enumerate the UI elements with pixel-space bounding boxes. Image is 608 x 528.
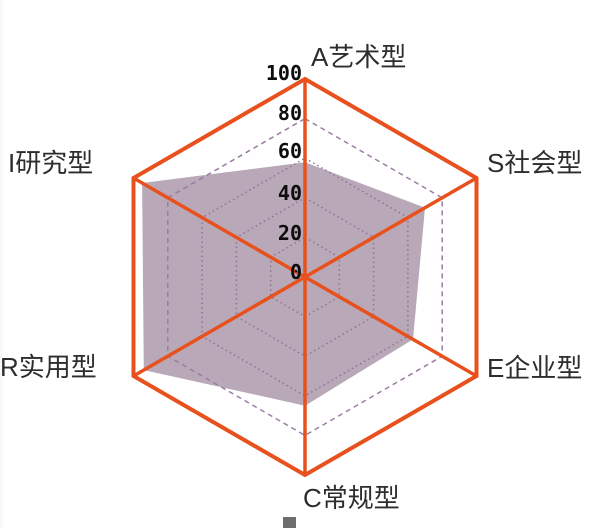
axis-label-conventional: C常规型 [303,483,400,513]
axis-label-investigative: I研究型 [8,148,94,178]
axis-spoke-realistic [132,275,306,378]
axis-spoke-investigative [132,176,306,279]
axis-label-social: S社会型 [487,148,583,178]
tick-label-100: 100 [265,61,302,85]
panel-edge-divider [0,0,3,528]
axis-spoke-social [304,176,478,279]
tick-label-40: 40 [277,181,302,205]
scrollbar-thumb-fragment[interactable] [283,517,296,528]
axis-label-artistic: A艺术型 [311,42,407,72]
axis-label-enterprise: E企业型 [487,353,583,383]
axis-label-realistic: R实用型 [0,352,97,382]
tick-label-20: 20 [277,221,302,245]
outer-hexagon-frame [131,76,479,478]
tick-label-60: 60 [277,139,302,163]
axis-spoke-enterprise [304,275,478,378]
tick-label-80: 80 [277,101,302,125]
tick-label-0: 0 [289,260,302,284]
